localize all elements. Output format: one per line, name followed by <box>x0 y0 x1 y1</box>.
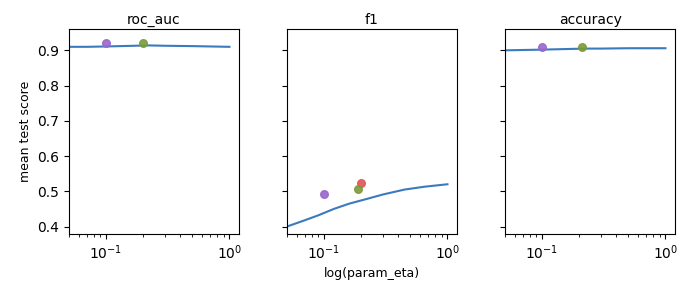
Title: accuracy: accuracy <box>559 13 621 27</box>
X-axis label: log(param_eta): log(param_eta) <box>324 267 420 281</box>
Title: f1: f1 <box>365 13 379 27</box>
Y-axis label: mean test score: mean test score <box>19 81 32 182</box>
Point <box>356 180 367 185</box>
Point <box>101 41 112 45</box>
Point <box>353 187 364 191</box>
Point <box>318 192 329 197</box>
Title: roc_auc: roc_auc <box>127 13 181 27</box>
Point <box>576 44 587 49</box>
Point <box>537 45 548 50</box>
Point <box>138 41 149 45</box>
